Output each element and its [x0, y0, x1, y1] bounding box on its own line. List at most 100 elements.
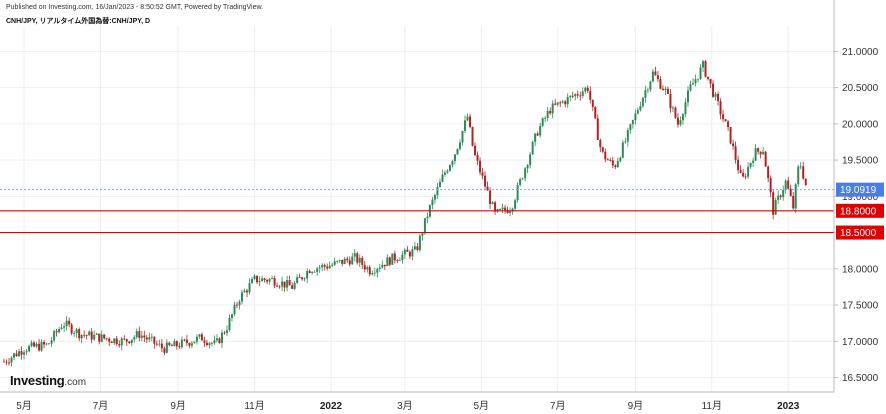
candle-body	[712, 83, 715, 97]
candle-body	[195, 336, 198, 342]
candle-body	[514, 200, 517, 209]
candle-body	[757, 148, 760, 152]
candle-body	[616, 161, 619, 168]
y-tick-label: 17.0000	[842, 337, 879, 348]
candle-body	[431, 199, 434, 206]
candle-body	[3, 361, 5, 363]
candle-body	[336, 260, 339, 262]
candle-body	[371, 273, 374, 275]
candle-body	[413, 246, 416, 250]
candle-body	[65, 320, 68, 327]
candle-body	[591, 99, 594, 107]
candle-body	[185, 339, 188, 344]
candle-body	[278, 286, 281, 288]
candle-body	[566, 97, 569, 105]
candle-body	[489, 190, 492, 205]
candle-body	[268, 278, 271, 282]
candle-body	[787, 180, 790, 189]
candle-body	[589, 90, 592, 100]
logo-suffix-text: .com	[64, 377, 87, 388]
candle-body	[456, 148, 459, 155]
y-tick-label: 21.0000	[842, 47, 879, 58]
candle-body	[448, 165, 451, 171]
candle-body	[33, 342, 36, 347]
candle-body	[18, 351, 21, 357]
candle-body	[501, 207, 504, 210]
candle-body	[504, 207, 507, 211]
candle-body	[160, 343, 163, 349]
candle-body	[702, 61, 705, 68]
candle-body	[802, 166, 805, 179]
candle-body	[398, 260, 401, 261]
candle-body	[283, 281, 286, 288]
candle-body	[779, 195, 782, 198]
candle-body	[418, 235, 421, 250]
candle-body	[594, 106, 597, 119]
candle-body	[378, 267, 381, 269]
candle-body	[373, 272, 376, 274]
candle-body	[63, 326, 66, 328]
levels-layer	[0, 189, 834, 234]
x-tick-label: 3月	[397, 400, 413, 412]
candle-body	[651, 71, 654, 82]
y-tick-label: 18.0000	[842, 264, 879, 275]
candle-body	[579, 95, 582, 97]
candle-body	[737, 159, 740, 171]
candle-body	[303, 278, 306, 280]
candle-body	[356, 253, 359, 263]
candle-body	[686, 90, 689, 103]
candle-body	[707, 76, 710, 79]
candle-body	[75, 329, 78, 334]
candle-body	[118, 344, 121, 346]
candle-body	[742, 172, 745, 177]
candle-body	[328, 265, 331, 269]
candle-body	[93, 334, 96, 340]
candle-body	[293, 282, 296, 289]
candle-body	[266, 280, 269, 282]
candle-body	[298, 277, 301, 278]
candle-body	[258, 281, 261, 283]
candle-body	[524, 168, 527, 179]
candle-body	[363, 264, 366, 270]
candle-body	[178, 346, 181, 348]
candle-body	[676, 117, 679, 125]
candle-body	[639, 106, 642, 111]
candle-body	[308, 271, 311, 273]
candle-body	[491, 202, 494, 205]
candle-body	[453, 154, 456, 162]
candle-body	[586, 87, 589, 91]
candle-body	[666, 88, 669, 94]
candle-body	[205, 342, 208, 346]
candle-body	[236, 304, 239, 306]
candle-body	[644, 90, 647, 98]
candle-body	[68, 320, 71, 325]
candle-body	[606, 159, 609, 161]
candle-body	[341, 259, 344, 264]
candle-body	[376, 268, 379, 273]
candle-body	[256, 275, 259, 283]
x-tick-label: 5月	[16, 400, 32, 412]
candle-body	[53, 331, 56, 341]
candle-body	[346, 258, 349, 261]
candle-body	[213, 340, 216, 343]
candle-body	[120, 338, 123, 346]
candle-body	[361, 257, 364, 265]
candle-body	[436, 187, 439, 196]
candle-body	[486, 186, 489, 191]
candle-body	[321, 264, 324, 268]
x-tick-label: 9月	[170, 400, 186, 412]
candle-body	[739, 170, 742, 173]
candle-body	[230, 314, 233, 319]
x-tick-label: 7月	[550, 400, 566, 412]
candle-body	[383, 264, 386, 267]
candle-body	[158, 343, 161, 345]
published-caption: Published on Investing.com, 16/Jan/2023 …	[6, 4, 264, 11]
candle-body	[406, 249, 409, 252]
candle-body	[764, 151, 767, 167]
candle-body	[519, 179, 522, 185]
candle-body	[749, 162, 752, 167]
candle-body	[441, 174, 444, 182]
candle-body	[421, 233, 424, 236]
